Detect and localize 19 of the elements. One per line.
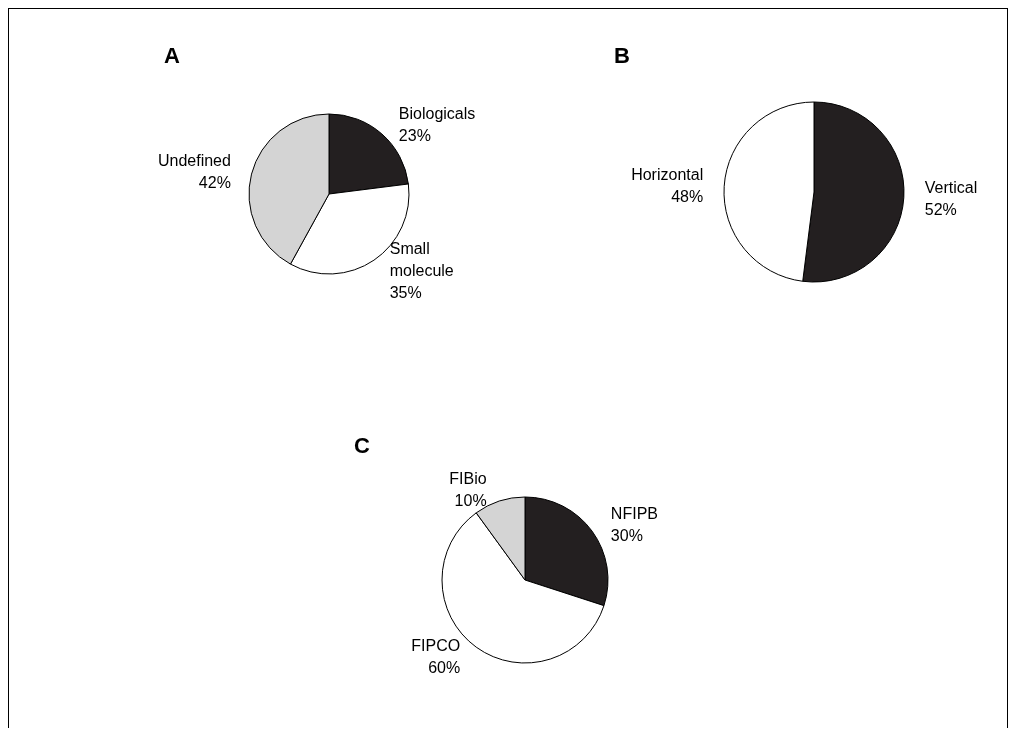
slice-label: FIPCO [411, 637, 461, 655]
slice-label: Small molecule [389, 239, 454, 279]
slice-label: Biologicals [398, 105, 476, 123]
slice-label: Undefined [157, 151, 231, 169]
data-label: 10% [454, 492, 487, 510]
chart-title: B [614, 42, 630, 68]
slice-label: NFIPB [610, 504, 658, 522]
data-label: 42% [198, 173, 231, 191]
data-label: 23% [398, 127, 431, 145]
data-label: 30% [610, 526, 643, 544]
slice-label: FIBio [449, 470, 487, 488]
slice-label: Horizontal [631, 166, 704, 184]
data-label: 52% [924, 200, 957, 218]
chart-title: A [164, 42, 180, 68]
data-label: 48% [671, 188, 704, 206]
slice-label: Vertical [924, 178, 978, 196]
chart-title: C [354, 432, 370, 458]
data-label: 35% [389, 283, 422, 301]
data-label: 60% [428, 659, 461, 677]
